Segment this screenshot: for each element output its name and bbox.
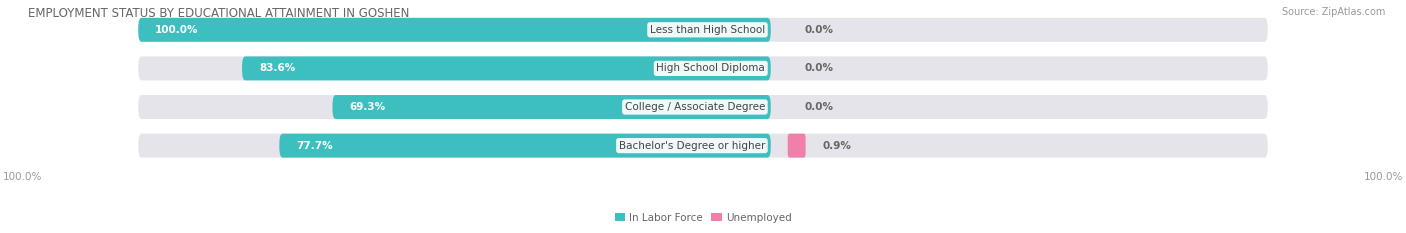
- FancyBboxPatch shape: [138, 134, 1268, 158]
- FancyBboxPatch shape: [138, 18, 770, 42]
- FancyBboxPatch shape: [138, 18, 1268, 42]
- FancyBboxPatch shape: [138, 95, 1268, 119]
- FancyBboxPatch shape: [787, 134, 806, 158]
- Text: High School Diploma: High School Diploma: [657, 63, 765, 73]
- Text: College / Associate Degree: College / Associate Degree: [624, 102, 765, 112]
- Text: Bachelor's Degree or higher: Bachelor's Degree or higher: [619, 140, 765, 151]
- Text: 0.9%: 0.9%: [823, 140, 852, 151]
- Text: 77.7%: 77.7%: [297, 140, 333, 151]
- Text: Source: ZipAtlas.com: Source: ZipAtlas.com: [1281, 7, 1385, 17]
- Text: 83.6%: 83.6%: [259, 63, 295, 73]
- Text: 100.0%: 100.0%: [155, 25, 198, 35]
- FancyBboxPatch shape: [332, 95, 770, 119]
- FancyBboxPatch shape: [242, 56, 770, 80]
- Text: 0.0%: 0.0%: [804, 63, 834, 73]
- Text: 100.0%: 100.0%: [1364, 172, 1403, 182]
- Text: 0.0%: 0.0%: [804, 25, 834, 35]
- Text: 100.0%: 100.0%: [3, 172, 42, 182]
- Text: 69.3%: 69.3%: [350, 102, 385, 112]
- FancyBboxPatch shape: [138, 56, 1268, 80]
- FancyBboxPatch shape: [280, 134, 770, 158]
- Text: Less than High School: Less than High School: [650, 25, 765, 35]
- Legend: In Labor Force, Unemployed: In Labor Force, Unemployed: [610, 209, 796, 227]
- Text: 0.0%: 0.0%: [804, 102, 834, 112]
- Text: EMPLOYMENT STATUS BY EDUCATIONAL ATTAINMENT IN GOSHEN: EMPLOYMENT STATUS BY EDUCATIONAL ATTAINM…: [28, 7, 409, 20]
